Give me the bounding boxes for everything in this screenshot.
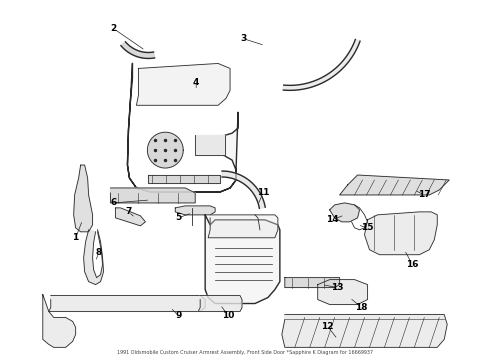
Text: 2: 2 xyxy=(110,24,117,33)
Text: 10: 10 xyxy=(222,311,234,320)
Polygon shape xyxy=(198,296,242,311)
Polygon shape xyxy=(147,132,183,168)
Polygon shape xyxy=(318,280,368,305)
Polygon shape xyxy=(148,175,220,183)
Polygon shape xyxy=(330,203,360,222)
Polygon shape xyxy=(222,171,265,208)
Polygon shape xyxy=(116,208,146,226)
Polygon shape xyxy=(84,230,103,285)
Text: 7: 7 xyxy=(125,207,132,216)
Text: 5: 5 xyxy=(175,213,181,222)
Polygon shape xyxy=(205,215,280,303)
Polygon shape xyxy=(283,40,360,90)
Text: 17: 17 xyxy=(418,190,431,199)
Polygon shape xyxy=(282,315,447,347)
Text: 9: 9 xyxy=(175,311,181,320)
Polygon shape xyxy=(175,206,215,215)
Text: 14: 14 xyxy=(326,215,339,224)
Polygon shape xyxy=(285,278,340,288)
Polygon shape xyxy=(111,188,195,203)
Text: 11: 11 xyxy=(257,188,269,197)
Polygon shape xyxy=(365,212,437,255)
Text: 18: 18 xyxy=(355,303,368,312)
Text: 1: 1 xyxy=(73,233,79,242)
Text: 12: 12 xyxy=(321,322,334,331)
Text: 3: 3 xyxy=(240,34,246,43)
Polygon shape xyxy=(121,42,155,58)
Polygon shape xyxy=(74,165,93,232)
Polygon shape xyxy=(195,135,225,155)
Text: 8: 8 xyxy=(96,248,102,257)
Polygon shape xyxy=(43,294,75,347)
Polygon shape xyxy=(340,175,449,195)
Polygon shape xyxy=(136,63,230,105)
Polygon shape xyxy=(208,215,278,238)
Text: 6: 6 xyxy=(110,198,117,207)
Text: 15: 15 xyxy=(361,223,374,232)
Polygon shape xyxy=(127,63,238,192)
Text: 1991 Oldsmobile Custom Cruiser Armrest Assembly, Front Side Door *Sapphire K Dia: 1991 Oldsmobile Custom Cruiser Armrest A… xyxy=(117,350,373,355)
Text: 4: 4 xyxy=(193,78,199,87)
Text: 13: 13 xyxy=(331,283,344,292)
Polygon shape xyxy=(49,296,205,311)
Text: 16: 16 xyxy=(406,260,418,269)
